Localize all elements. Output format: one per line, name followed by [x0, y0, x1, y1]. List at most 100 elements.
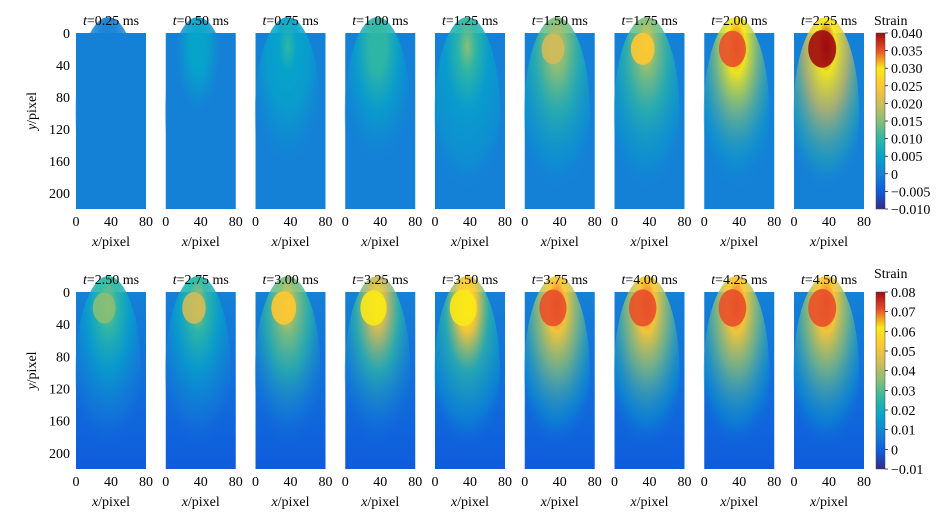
- x-tick-label: 80: [139, 475, 153, 490]
- strain-hotspot: [92, 292, 116, 324]
- colorbar-tick-label: 0.04: [891, 365, 916, 380]
- y-tick-label: 40: [56, 59, 70, 74]
- colorbar-tick-label: 0.07: [891, 306, 916, 321]
- y-tick-label: 120: [49, 123, 70, 138]
- y-tick-label: 200: [49, 187, 70, 202]
- strain-panel: [165, 276, 236, 471]
- panel-title: t=2.75 ms: [173, 273, 229, 288]
- x-tick-label: 0: [521, 215, 528, 230]
- strain-field: [613, 17, 680, 211]
- x-tick-label: 40: [104, 215, 118, 230]
- x-axis-label: x/pixel: [450, 495, 489, 510]
- x-axis-label: x/pixel: [450, 235, 489, 250]
- strain-field: [75, 276, 142, 471]
- colorbar-tick-label: 0.08: [891, 286, 916, 301]
- strain-panel: [793, 17, 864, 211]
- strain-hotspot: [449, 289, 477, 327]
- x-tick-label: 40: [822, 475, 836, 490]
- x-tick-label: 80: [229, 215, 243, 230]
- panel-title: t=0.25 ms: [83, 14, 139, 29]
- x-axis-label: x/pixel: [629, 235, 668, 250]
- x-tick-label: 0: [611, 475, 618, 490]
- panel-title: t=3.25 ms: [352, 273, 408, 288]
- colorbar-tick-label: 0.030: [891, 62, 923, 77]
- x-tick-label: 80: [767, 215, 781, 230]
- strain-field: [703, 17, 770, 211]
- x-tick-label: 0: [162, 215, 169, 230]
- panel-title: t=3.50 ms: [442, 273, 498, 288]
- x-axis-label: x/pixel: [540, 235, 579, 250]
- x-tick-label: 40: [732, 475, 746, 490]
- x-tick-label: 40: [284, 475, 298, 490]
- y-tick-label: 80: [56, 91, 70, 106]
- x-axis-label: x/pixel: [360, 495, 399, 510]
- x-tick-label: 0: [432, 215, 439, 230]
- strain-field: [344, 17, 411, 211]
- strain-hotspot: [628, 289, 657, 327]
- strain-hotspot: [271, 291, 297, 325]
- x-tick-label: 40: [104, 475, 118, 490]
- strain-field: [793, 276, 860, 471]
- x-axis-label: x/pixel: [181, 495, 220, 510]
- y-tick-label: 120: [49, 383, 70, 398]
- panel-title: t=1.25 ms: [442, 14, 498, 29]
- colorbar-title: Strain: [874, 14, 907, 29]
- strain-hotspot: [182, 291, 206, 324]
- y-tick-label: 40: [56, 318, 70, 333]
- colorbar-tick-label: 0.010: [891, 133, 923, 148]
- strain-field: [434, 17, 501, 211]
- strain-panel: [524, 17, 595, 211]
- y-tick-label: 200: [49, 447, 70, 462]
- strain-hotspot: [808, 29, 837, 68]
- strain-panel: [165, 17, 236, 211]
- x-tick-label: 40: [643, 475, 657, 490]
- panel-title: t=2.25 ms: [801, 14, 857, 29]
- strain-hotspot: [360, 290, 387, 326]
- colorbar-tick-label: 0.01: [891, 424, 916, 439]
- strain-hotspot: [808, 288, 837, 327]
- panel-title: t=1.50 ms: [532, 14, 588, 29]
- x-tick-label: 0: [342, 215, 349, 230]
- x-tick-label: 40: [463, 475, 477, 490]
- colorbar-tick-label: 0: [891, 443, 898, 458]
- strain-field: [165, 276, 231, 471]
- strain-field: [344, 276, 411, 471]
- strain-field: [254, 276, 321, 471]
- x-tick-label: 40: [463, 215, 477, 230]
- strain-panel: [254, 17, 326, 211]
- strain-field: [703, 276, 770, 471]
- x-axis-label: x/pixel: [719, 495, 758, 510]
- x-tick-label: 80: [498, 475, 512, 490]
- x-axis-label: x/pixel: [270, 495, 309, 510]
- x-tick-label: 40: [373, 215, 387, 230]
- strain-panel: [613, 17, 685, 211]
- strain-panel: [75, 276, 146, 471]
- strain-hotspot: [539, 289, 567, 327]
- x-axis-label: x/pixel: [719, 235, 758, 250]
- x-tick-label: 80: [319, 475, 333, 490]
- x-axis-label: x/pixel: [360, 235, 399, 250]
- strain-panel: [344, 17, 416, 211]
- strain-hotspot: [541, 33, 565, 65]
- panel-title: t=0.50 ms: [173, 14, 229, 29]
- x-tick-label: 80: [588, 215, 602, 230]
- x-tick-label: 80: [678, 475, 692, 490]
- x-tick-label: 80: [767, 475, 781, 490]
- x-tick-label: 0: [791, 215, 798, 230]
- y-tick-label: 160: [49, 415, 70, 430]
- strain-panel: [344, 276, 416, 471]
- x-axis-label: x/pixel: [181, 235, 220, 250]
- colorbar-tick-label: −0.01: [891, 463, 923, 478]
- strain-panel: [703, 276, 775, 471]
- panel-title: t=3.75 ms: [532, 273, 588, 288]
- colorbar-title: Strain: [874, 267, 907, 282]
- x-tick-label: 40: [643, 215, 657, 230]
- x-tick-label: 40: [553, 215, 567, 230]
- x-tick-label: 0: [521, 475, 528, 490]
- x-tick-label: 40: [194, 215, 208, 230]
- colorbar-tick-label: 0.02: [891, 404, 916, 419]
- colorbar-tick-label: −0.010: [891, 203, 930, 218]
- colorbar-tick-label: 0.020: [891, 97, 923, 112]
- x-axis-label: x/pixel: [629, 495, 668, 510]
